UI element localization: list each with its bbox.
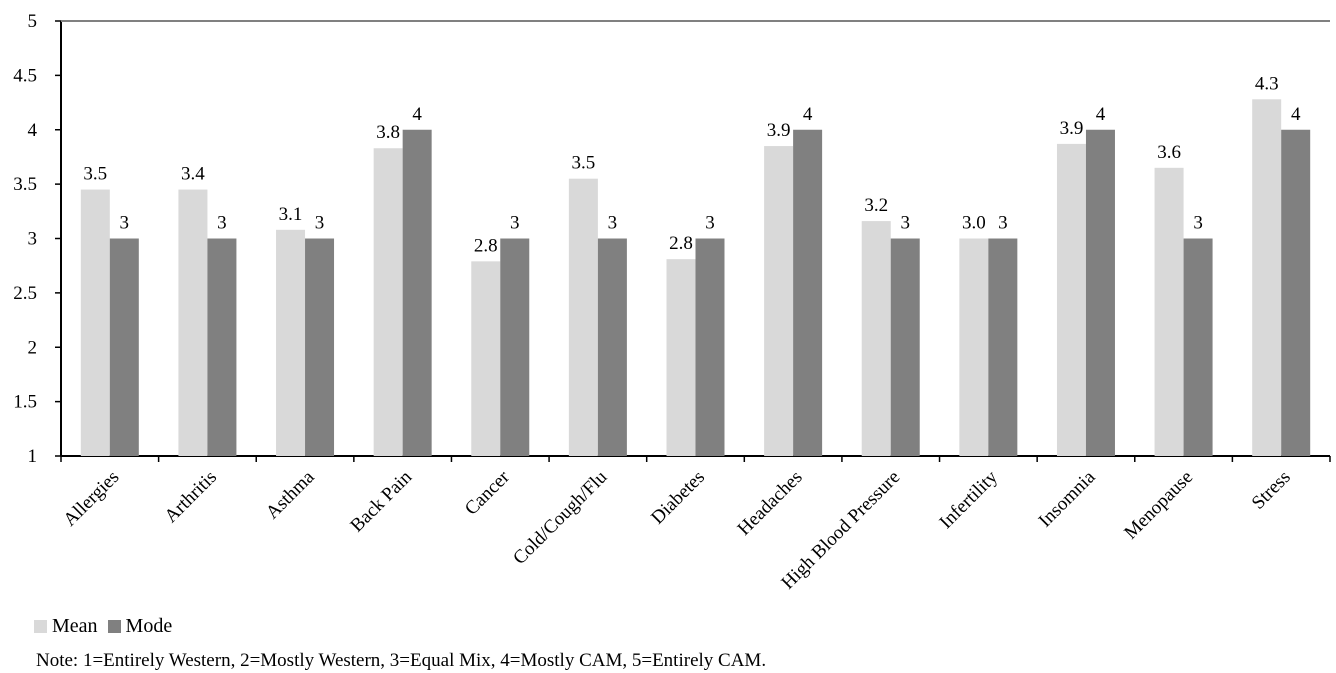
bar-mean — [276, 229, 306, 456]
data-label-mean: 3.6 — [1157, 142, 1181, 163]
bar-mode — [500, 238, 530, 456]
y-tick-label: 4.5 — [13, 65, 37, 86]
bar-chart: 11.522.533.544.55 3.533.43 3.1 33.842.833.… — [13, 11, 1331, 593]
data-label-mode: 4 — [1291, 104, 1301, 125]
bar-mean — [1056, 143, 1086, 456]
data-label-mode: 3 — [315, 213, 325, 234]
chart-note: Note: 1=Entirely Western, 2=Mostly Weste… — [36, 650, 767, 671]
data-labels: 3.5 3 3.4 3 3.1 3 3.8 4 2.8 3 3.5 3 2.8 3 3.9 4 3.2 3 3.0 3… — [83, 73, 1301, 256]
data-label-mean: 4.3 — [1255, 73, 1279, 94]
bar-mode — [1085, 129, 1115, 456]
bar-mean — [959, 238, 989, 456]
data-label-mean: 3.5 — [572, 153, 596, 174]
bar-mean — [1252, 99, 1282, 457]
bar-mean — [80, 189, 110, 456]
category-label: Arthritis — [161, 467, 221, 527]
y-tick-label: 1.5 — [13, 392, 37, 413]
category-label: Headaches — [734, 467, 807, 540]
data-label-mean: 3.1 — [279, 204, 303, 225]
bar-mean — [666, 259, 696, 456]
data-label-mode: 3 — [510, 213, 520, 234]
data-label-mean: 2.8 — [669, 233, 693, 254]
category-label: Cancer — [461, 466, 514, 519]
bar-mode — [207, 238, 237, 456]
bar-mean — [764, 146, 794, 456]
data-label-mode: 3 — [1193, 213, 1203, 234]
bar-mode — [793, 129, 823, 456]
data-label-mean: 3.8 — [376, 122, 400, 143]
legend-item-mode: Mode — [107, 615, 173, 638]
data-label-mode: 3 — [217, 213, 227, 234]
y-tick-label: 1 — [28, 446, 38, 467]
bar-mode — [695, 238, 725, 456]
legend: Mean Mode — [34, 615, 182, 638]
data-label-mode: 3 — [900, 213, 910, 234]
bar-mode — [1183, 238, 1213, 456]
bar-mode — [109, 238, 139, 456]
legend-swatch-mean — [34, 620, 47, 633]
legend-label-mode: Mode — [125, 615, 173, 637]
data-label-mode: 4 — [803, 104, 813, 125]
y-tick-label: 5 — [28, 11, 38, 32]
category-labels: Allergies Arthritis Asthma Back Pain CancerC… — [59, 466, 1294, 593]
category-label: Insomnia — [1035, 466, 1100, 531]
data-label-mean: 3.0 — [962, 213, 986, 234]
bar-mean — [861, 221, 891, 456]
category-label: Infertility — [936, 466, 1003, 533]
legend-item-mean: Mean — [34, 615, 98, 638]
data-label-mode: 3 — [998, 213, 1008, 234]
legend-label-mean: Mean — [52, 615, 98, 637]
y-axis: 1 1.5 2 2.5 3 3.5 4 4.5 5 — [13, 11, 62, 467]
bar-mode — [597, 238, 627, 456]
data-label-mean: 3.2 — [864, 195, 888, 216]
data-label-mode: 3 — [608, 213, 618, 234]
bar-mean — [568, 178, 598, 456]
bar-mode — [890, 238, 920, 456]
data-label-mode: 3 — [120, 213, 130, 234]
category-label: Back Pain — [346, 466, 416, 536]
legend-swatch-mode — [107, 620, 121, 633]
category-label: Allergies — [59, 467, 123, 531]
data-label-mean: 3.5 — [83, 164, 107, 185]
bar-mode — [402, 129, 432, 456]
category-label: Diabetes — [647, 467, 709, 529]
bar-mean — [373, 148, 403, 457]
y-tick-label: 2 — [28, 337, 38, 358]
y-tick-label: 3.5 — [13, 174, 37, 195]
bar-mean — [1154, 167, 1184, 456]
data-label-mean: 3.9 — [1060, 118, 1084, 139]
category-label: Stress — [1248, 467, 1295, 514]
bar-mode — [988, 238, 1018, 456]
category-label: Cold/Cough/Flu — [509, 466, 612, 569]
y-tick-label: 2.5 — [13, 283, 37, 304]
data-label-mode: 3 — [705, 213, 715, 234]
bars — [80, 99, 1311, 457]
data-label-mode: 4 — [412, 104, 422, 125]
category-label: Menopause — [1120, 467, 1197, 544]
bar-mean — [471, 261, 501, 456]
category-label: Asthma — [262, 466, 319, 523]
data-label-mean: 2.8 — [474, 235, 498, 256]
bar-mean — [178, 189, 208, 456]
y-tick-label: 3 — [28, 229, 38, 250]
data-label-mean: 3.9 — [767, 120, 791, 141]
y-tick-label: 4 — [28, 120, 38, 141]
bar-mode — [1281, 129, 1311, 456]
data-label-mean: 3.4 — [181, 164, 205, 185]
data-label-mode: 4 — [1096, 104, 1106, 125]
bar-mode — [305, 238, 335, 456]
